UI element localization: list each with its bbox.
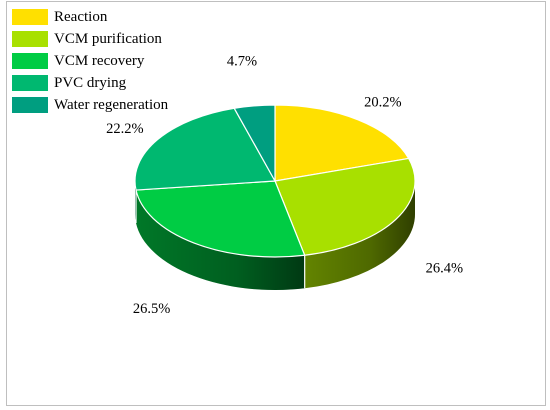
pie-data-label-3: 22.2%: [106, 121, 143, 137]
legend-item-reaction: Reaction: [12, 6, 168, 28]
pie-tops: [134, 104, 416, 258]
legend-label: PVC drying: [54, 74, 127, 91]
legend-item-vcm-recovery: VCM recovery: [12, 50, 168, 72]
pie-sides: [135, 181, 415, 290]
pie-slice-3: [134, 107, 276, 191]
legend-item-water-regeneration: Water regeneration: [12, 94, 168, 116]
pie-labels: 20.2% 26.4% 26.5% 22.2% 4.7%: [106, 54, 463, 317]
pie-slice-0: [274, 104, 410, 182]
pie-slice-1: [274, 157, 416, 256]
pie-data-label-0: 20.2%: [364, 94, 401, 110]
legend-label: VCM recovery: [54, 52, 145, 69]
pie-data-label-4: 4.7%: [227, 54, 257, 70]
legend-swatch: [12, 97, 48, 113]
legend-swatch: [12, 31, 48, 47]
pie-slice-2: [135, 180, 306, 258]
pie-side-shade-1: [304, 181, 415, 289]
legend-label: Water regeneration: [54, 96, 169, 113]
pie-side-shade-2: [135, 190, 305, 290]
legend-item-vcm-purification: VCM purification: [12, 28, 168, 50]
pie-slice-4: [233, 104, 276, 182]
legend-label: VCM purification: [54, 30, 162, 47]
pie-data-label-1: 26.4%: [426, 261, 463, 277]
chart-legend: Reaction VCM purification VCM recovery P…: [12, 6, 168, 116]
legend-label: Reaction: [54, 8, 108, 25]
legend-item-pvc-drying: PVC drying: [12, 72, 168, 94]
legend-swatch: [12, 75, 48, 91]
pie-data-label-2: 26.5%: [133, 301, 170, 317]
legend-swatch: [12, 9, 48, 25]
legend-swatch: [12, 53, 48, 69]
